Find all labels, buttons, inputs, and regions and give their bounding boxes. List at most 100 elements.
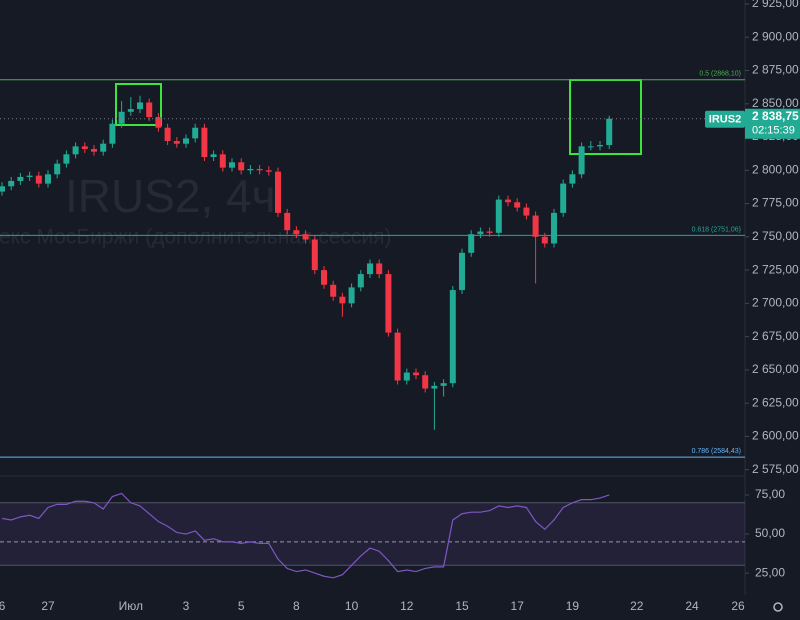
candle-body bbox=[468, 234, 475, 253]
candle-body bbox=[551, 212, 557, 244]
candle-body bbox=[8, 180, 15, 187]
candle-body bbox=[192, 127, 199, 139]
candle-body bbox=[35, 175, 42, 184]
candle-body bbox=[155, 117, 162, 128]
candle-body bbox=[505, 199, 511, 203]
candle-body bbox=[247, 168, 254, 171]
candle-body bbox=[164, 127, 171, 142]
candle-body bbox=[477, 231, 484, 235]
y-tick-label: 2 700,00 bbox=[752, 296, 799, 310]
candle-body bbox=[532, 215, 539, 237]
candle-body bbox=[137, 102, 143, 110]
x-tick-label: 10 bbox=[345, 599, 359, 613]
y-tick-label: 2 675,00 bbox=[752, 329, 799, 343]
candle-body bbox=[597, 145, 603, 147]
candle-body bbox=[413, 372, 419, 376]
fib-label: 0.5 (2868,10) bbox=[699, 71, 741, 78]
candle-body bbox=[265, 170, 272, 172]
candle-body bbox=[81, 146, 88, 150]
candle-body bbox=[376, 263, 383, 275]
candle-body bbox=[183, 138, 189, 144]
candle-body bbox=[514, 202, 521, 208]
candle-body bbox=[54, 163, 61, 175]
candle-body bbox=[348, 287, 355, 304]
candle-body bbox=[357, 274, 364, 288]
symbol-tag bbox=[705, 110, 745, 128]
candle-body bbox=[210, 154, 217, 158]
candle-body bbox=[486, 231, 493, 233]
x-tick-label: 12 bbox=[400, 599, 414, 613]
candle-body bbox=[587, 146, 594, 148]
candle-body bbox=[569, 174, 576, 184]
highlight-box bbox=[115, 83, 162, 126]
fib-label: 0.618 (2751,06) bbox=[692, 226, 741, 233]
x-tick-label: 5 bbox=[238, 599, 245, 613]
x-tick-label: 22 bbox=[630, 599, 644, 613]
candle-body bbox=[330, 284, 337, 297]
candle-body bbox=[17, 176, 24, 181]
candle-body bbox=[403, 372, 410, 381]
candle-body bbox=[440, 383, 447, 386]
candle-body bbox=[422, 375, 429, 389]
y-tick-label: 2 875,00 bbox=[752, 63, 799, 77]
y-tick-label: 2 775,00 bbox=[752, 196, 799, 210]
x-tick-label: 3 bbox=[183, 599, 190, 613]
y-tick-label: 2 925,00 bbox=[752, 0, 799, 10]
candle-body bbox=[127, 109, 134, 112]
candle-body bbox=[26, 175, 33, 177]
candle-body bbox=[394, 332, 401, 381]
x-tick-label: 15 bbox=[455, 599, 469, 613]
y-tick-label: 2 800,00 bbox=[752, 162, 799, 176]
candle-body bbox=[146, 102, 153, 118]
candle-body bbox=[606, 118, 613, 146]
candle-body bbox=[293, 230, 300, 235]
x-tick-label: 26 bbox=[731, 599, 745, 613]
y-tick-label: 25,00 bbox=[755, 565, 785, 579]
y-tick-label: 2 750,00 bbox=[752, 229, 799, 243]
highlight-box bbox=[569, 79, 642, 155]
x-tick-label: 27 bbox=[41, 599, 55, 613]
y-tick-label: 2 600,00 bbox=[752, 429, 799, 443]
candle-body bbox=[63, 154, 70, 164]
y-tick-label: 2 725,00 bbox=[752, 262, 799, 276]
watermark-subtitle: Индекс МосБиржи (дополнительная сессия) bbox=[0, 226, 392, 249]
candle-body bbox=[229, 162, 235, 168]
y-tick-label: 75,00 bbox=[755, 487, 785, 501]
x-tick-label: 17 bbox=[511, 599, 525, 613]
candle-body bbox=[109, 123, 116, 144]
candle-body bbox=[311, 239, 318, 271]
candle-body bbox=[541, 236, 548, 244]
candle-body bbox=[321, 270, 327, 285]
settings-icon[interactable] bbox=[773, 602, 783, 612]
rsi-band bbox=[0, 502, 745, 566]
candle-body bbox=[459, 252, 465, 291]
x-tick-label: 19 bbox=[566, 599, 580, 613]
candle-body bbox=[173, 141, 180, 144]
candle-body bbox=[560, 183, 567, 213]
candle-body bbox=[449, 290, 456, 384]
candle-body bbox=[275, 171, 281, 213]
candle-body bbox=[0, 186, 5, 192]
y-tick-label: 2 575,00 bbox=[752, 462, 799, 476]
y-tick-label: 50,00 bbox=[755, 526, 785, 540]
candle-body bbox=[495, 199, 502, 233]
x-tick-label: Июл bbox=[119, 599, 143, 613]
candle-body bbox=[339, 296, 346, 304]
rsi-line bbox=[1, 492, 610, 579]
candle-body bbox=[72, 146, 79, 155]
candle-body bbox=[201, 127, 208, 158]
price-tag-label: 2 838,75 bbox=[752, 109, 799, 123]
candle-body bbox=[302, 234, 309, 240]
countdown-label: 02:15:39 bbox=[752, 125, 795, 137]
candle-body bbox=[100, 143, 107, 152]
candle-body bbox=[431, 385, 438, 389]
candle-body bbox=[238, 162, 245, 171]
candle-body bbox=[284, 212, 291, 231]
x-tick-label: 8 bbox=[293, 599, 300, 613]
candle-body bbox=[367, 263, 373, 275]
x-tick-label: 24 bbox=[685, 599, 699, 613]
fib-label: 0.786 (2584,43) bbox=[692, 448, 741, 455]
y-tick-label: 2 900,00 bbox=[752, 29, 799, 43]
candle-body bbox=[118, 111, 125, 124]
